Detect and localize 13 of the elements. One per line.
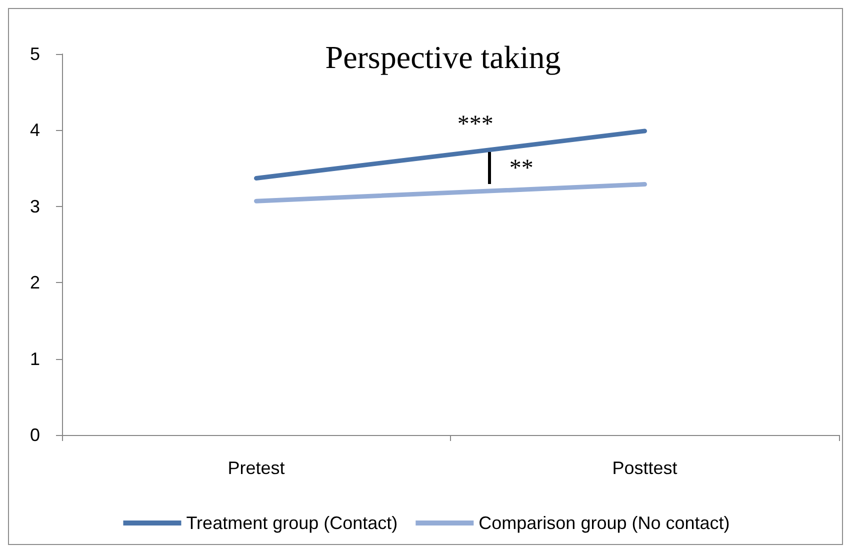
annotation: ** (509, 155, 534, 182)
y-tick-label: 5 (30, 44, 40, 64)
annotation: *** (457, 111, 494, 138)
y-tick-label: 0 (30, 425, 40, 445)
y-tick-label: 2 (30, 272, 40, 293)
y-tick-label: 4 (30, 120, 40, 140)
x-tick-label: Pretest (228, 458, 285, 478)
y-tick-label: 1 (30, 348, 40, 369)
legend-label: Comparison group (No contact) (478, 513, 730, 533)
legend-label: Treatment group (Contact) (186, 513, 398, 533)
y-tick-label: 3 (30, 196, 40, 216)
x-tick-label: Posttest (612, 458, 678, 478)
chart-title: Perspective taking (325, 39, 561, 75)
